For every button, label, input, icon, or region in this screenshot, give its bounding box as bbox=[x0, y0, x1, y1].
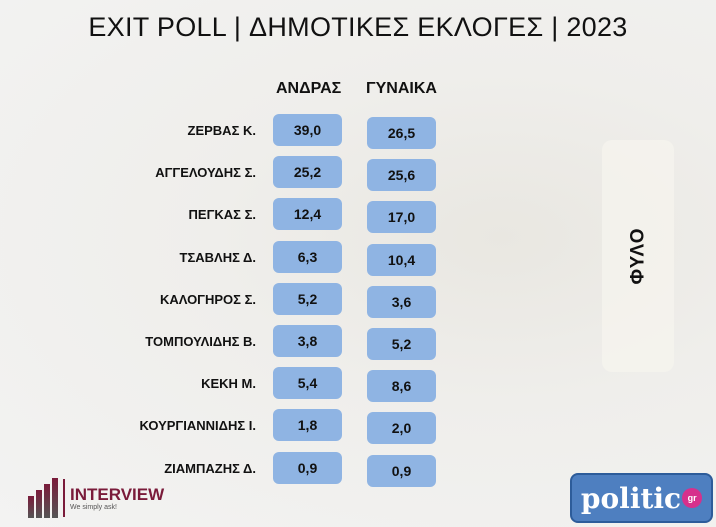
side-panel: ΦΥΛΟ bbox=[602, 140, 674, 372]
female-value: 10,4 bbox=[367, 243, 436, 276]
female-value: 8,6 bbox=[367, 370, 436, 403]
table-row: ΑΓΓΕΛΟΥΔΗΣ Σ. 25,2 25,6 bbox=[0, 156, 716, 192]
candidate-name: ΚΟΥΡΓΙΑΝΝΙΔΗΣ Ι. bbox=[139, 418, 256, 434]
table-row: ΚΟΥΡΓΙΑΝΝΙΔΗΣ Ι. 1,8 2,0 bbox=[0, 409, 716, 445]
candidate-name: ΑΓΓΕΛΟΥΔΗΣ Σ. bbox=[155, 165, 256, 181]
table-row: ΤΟΜΠΟΥΛΙΔΗΣ Β. 3,8 5,2 bbox=[0, 325, 716, 360]
male-value: 25,2 bbox=[273, 156, 342, 189]
male-value: 6,3 bbox=[273, 240, 342, 273]
female-value: 26,5 bbox=[367, 117, 436, 149]
table-row: ΚΑΛΟΓΗΡΟΣ Σ. 5,2 3,6 bbox=[0, 282, 716, 318]
female-value: 5,2 bbox=[367, 328, 436, 360]
candidate-name: ΖΙΑΜΠΑΖΗΣ Δ. bbox=[164, 460, 256, 476]
politic-logo: politic gr bbox=[570, 473, 713, 523]
candidate-name: ΤΟΜΠΟΥΛΙΔΗΣ Β. bbox=[145, 334, 256, 349]
side-label: ΦΥΛΟ bbox=[627, 227, 648, 285]
bars-icon bbox=[28, 478, 58, 518]
female-value: 17,0 bbox=[367, 201, 436, 234]
male-value: 12,4 bbox=[273, 198, 342, 231]
interview-logo: INTERVIEW We simply ask! bbox=[28, 478, 164, 518]
male-value: 5,4 bbox=[273, 367, 342, 400]
politic-text: politic bbox=[580, 481, 682, 515]
male-value: 39,0 bbox=[273, 114, 342, 146]
interview-tagline: We simply ask! bbox=[70, 503, 117, 511]
page-title: EXIT POLL | ΔΗΜΟΤΙΚΕΣ ΕΚΛΟΓΕΣ | 2023 bbox=[88, 12, 628, 42]
politic-suffix: gr bbox=[682, 488, 703, 508]
candidate-name: ΚΕΚΗ Μ. bbox=[201, 376, 256, 392]
female-value: 25,6 bbox=[367, 159, 436, 192]
candidate-name: ΚΑΛΟΓΗΡΟΣ Σ. bbox=[159, 291, 256, 307]
male-value: 1,8 bbox=[273, 409, 342, 442]
candidate-name: ΖΕΡΒΑΣ Κ. bbox=[187, 123, 256, 138]
female-value: 2,0 bbox=[367, 412, 436, 445]
table-row: ΖΕΡΒΑΣ Κ. 39,0 26,5 bbox=[0, 114, 716, 149]
female-value: 0,9 bbox=[367, 454, 436, 487]
male-value: 3,8 bbox=[273, 325, 342, 357]
table-row: ΚΕΚΗ Μ. 5,4 8,6 bbox=[0, 367, 716, 403]
table-row: ΖΙΑΜΠΑΖΗΣ Δ. 0,9 0,9 bbox=[0, 451, 716, 487]
column-header-female: ΓΥΝΑΙΚΑ bbox=[366, 80, 437, 97]
male-value: 0,9 bbox=[273, 451, 342, 484]
candidate-name: ΠΕΓΚΑΣ Σ. bbox=[188, 207, 256, 223]
candidate-name: ΤΣΑΒΛΗΣ Δ. bbox=[179, 249, 256, 265]
female-value: 3,6 bbox=[367, 285, 436, 318]
table-row: ΠΕΓΚΑΣ Σ. 12,4 17,0 bbox=[0, 198, 716, 234]
male-value: 5,2 bbox=[273, 282, 342, 315]
interview-brand: INTERVIEW bbox=[70, 484, 165, 504]
column-header-male: ΑΝΔΡΑΣ bbox=[276, 80, 342, 97]
table-row: ΤΣΑΒΛΗΣ Δ. 6,3 10,4 bbox=[0, 240, 716, 276]
